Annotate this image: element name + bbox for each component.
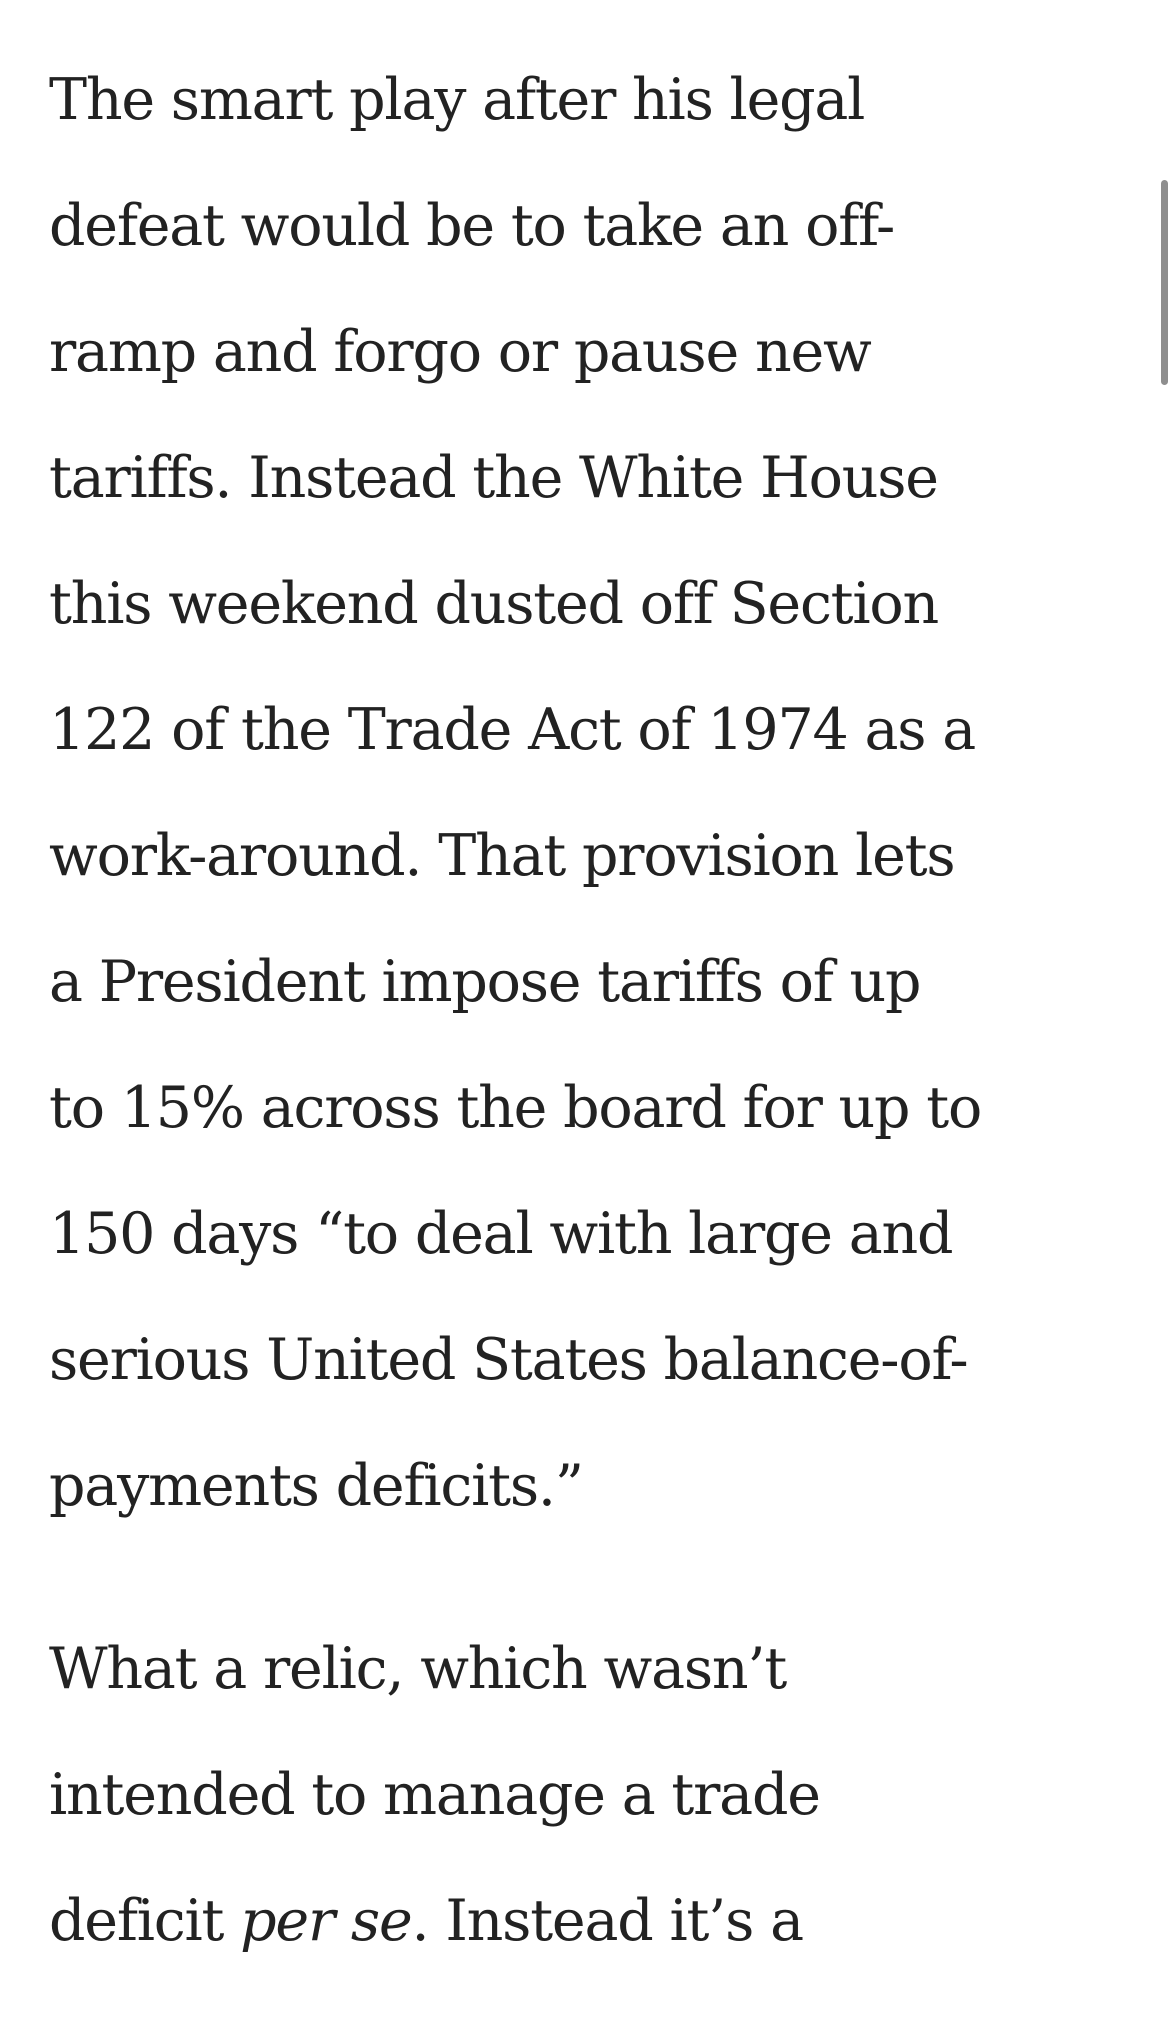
text: defeat would be to take an off- [49, 193, 895, 259]
text-line: 122 of the Trade Act of 1974 as a [49, 667, 1159, 793]
text-line: tariffs. Instead the White House [49, 415, 1159, 541]
text: ramp and forgo or pause new [49, 319, 872, 385]
paragraph: What a relic, which wasn’t intended to ma… [49, 1606, 1159, 1984]
text: intended to manage a trade [49, 1762, 821, 1828]
text: to 15% across the board for up to [49, 1075, 982, 1141]
text-line: What a relic, which wasn’t [49, 1606, 1159, 1732]
text: this weekend dusted off Section [49, 571, 939, 637]
text: a President impose tariffs of up [49, 949, 922, 1015]
text-line: 150 days “to deal with large and [49, 1171, 1159, 1297]
paragraph: The smart play after his legal defeat wou… [49, 37, 1159, 1549]
text: 150 days “to deal with large and [49, 1201, 954, 1267]
text-line: payments deficits.” [49, 1423, 1159, 1549]
page: The smart play after his legal defeat wou… [49, 67, 1168, 1954]
text: 122 of the Trade Act of 1974 as a [49, 697, 976, 763]
text: payments deficits.” [49, 1453, 584, 1519]
text-line: ramp and forgo or pause new [49, 289, 1159, 415]
text-line: The smart play after his legal [49, 37, 1159, 163]
text: deficit [49, 1888, 241, 1954]
text-line: deficit per se. Instead it’s a [49, 1858, 1159, 1984]
text-line: serious United States balance-of- [49, 1297, 1159, 1423]
text-line: this weekend dusted off Section [49, 541, 1159, 667]
text: work-around. That provision lets [49, 823, 956, 889]
text-line: work-around. That provision lets [49, 793, 1159, 919]
article: The smart play after his legal defeat wou… [49, 37, 1159, 2041]
text: serious United States balance-of- [49, 1327, 969, 1393]
text-line: intended to manage a trade [49, 1732, 1159, 1858]
text: What a relic, which wasn’t [49, 1636, 787, 1702]
scrollbar[interactable] [1161, 180, 1168, 385]
italic-text: per se [240, 1888, 413, 1954]
text-line: a President impose tariffs of up [49, 919, 1159, 1045]
text: tariffs. Instead the White House [49, 445, 939, 511]
text-line: defeat would be to take an off- [49, 163, 1159, 289]
text: The smart play after his legal [49, 67, 865, 133]
text-line: to 15% across the board for up to [49, 1045, 1159, 1171]
text: . Instead it’s a [411, 1888, 805, 1954]
